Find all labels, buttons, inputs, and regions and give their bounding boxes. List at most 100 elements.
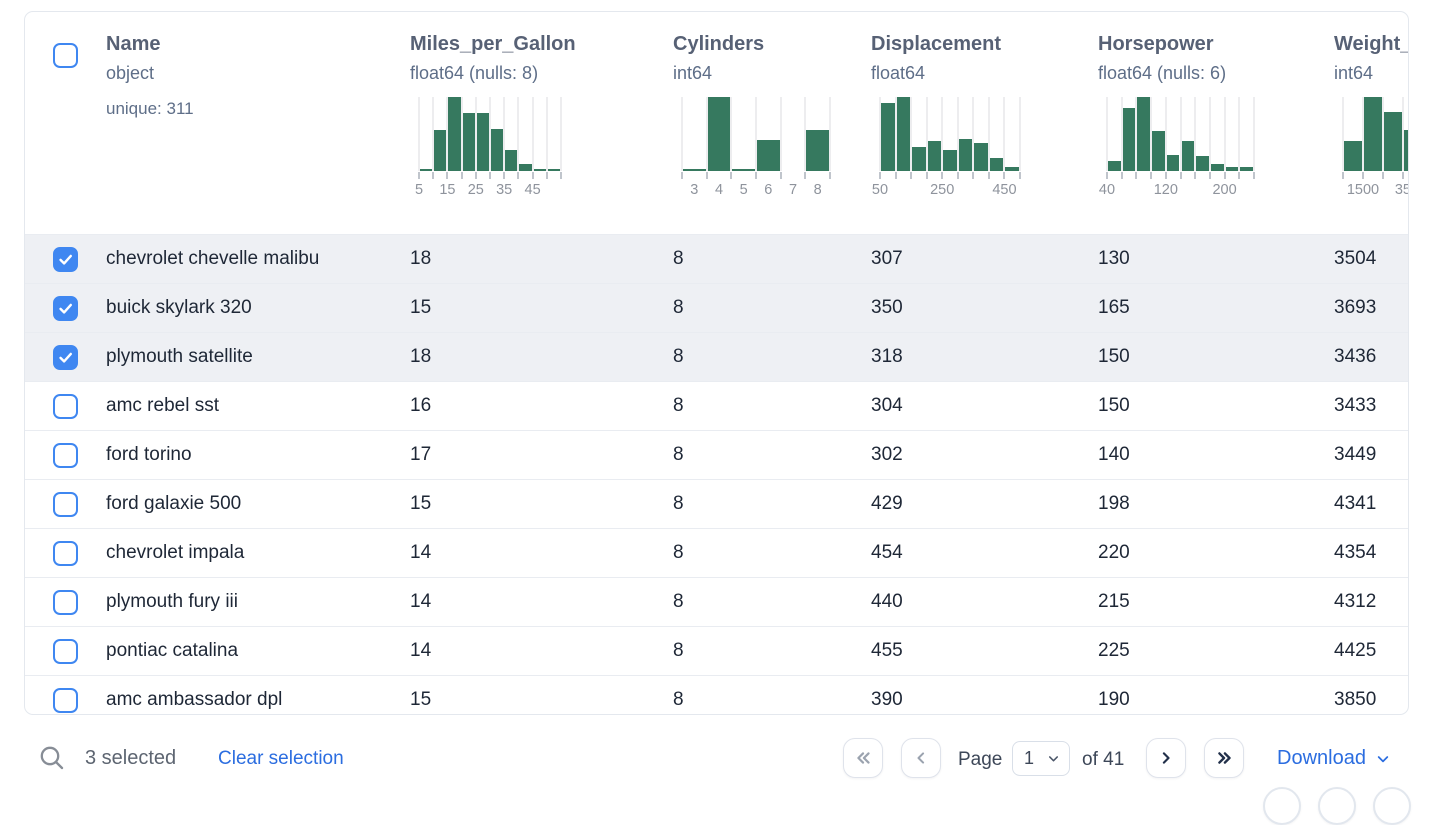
cell-hp: 130 bbox=[1098, 248, 1130, 269]
first-page-button[interactable] bbox=[843, 738, 883, 778]
cell-weight: 4425 bbox=[1334, 640, 1377, 661]
column-header-miles-per-gallon: Miles_per_Gallon float64 (nulls: 8) 5 15 2… bbox=[410, 12, 673, 234]
row-checkbox-cell bbox=[25, 344, 106, 370]
last-page-button[interactable] bbox=[1204, 738, 1244, 778]
cell-hp: 165 bbox=[1098, 297, 1130, 318]
cell-hp: 225 bbox=[1098, 640, 1130, 661]
axis-tick-label: 6 bbox=[764, 182, 773, 198]
select-all-checkbox[interactable] bbox=[53, 43, 78, 68]
cutoff-button bbox=[1373, 787, 1411, 825]
table-row: plymouth satellite 18 8 318 150 3436 bbox=[25, 332, 1408, 381]
row-checkbox[interactable] bbox=[53, 246, 78, 272]
axis-tick-label: 35 bbox=[496, 182, 513, 198]
cell-weight: 4354 bbox=[1334, 542, 1377, 563]
cell-hp: 220 bbox=[1098, 542, 1130, 563]
cell-hp: 150 bbox=[1098, 346, 1130, 367]
cell-cyl: 8 bbox=[673, 689, 684, 710]
row-checkbox[interactable] bbox=[53, 540, 78, 566]
row-checkbox[interactable] bbox=[53, 589, 78, 615]
column-dtype: int64 bbox=[673, 63, 713, 83]
search-icon[interactable] bbox=[38, 744, 66, 772]
histogram-miles-per-gallon: 5 15 25 35 45 bbox=[415, 97, 562, 198]
cell-disp: 440 bbox=[871, 591, 903, 612]
prev-page-button[interactable] bbox=[901, 738, 941, 778]
next-page-button[interactable] bbox=[1146, 738, 1186, 778]
axis-tick-label: 45 bbox=[524, 182, 541, 198]
column-unique-count: unique: 311 bbox=[106, 99, 194, 118]
axis-tick-label: 5 bbox=[414, 182, 424, 198]
table-row: ford galaxie 500 15 8 429 198 4341 bbox=[25, 479, 1408, 528]
axis-tick-label: 25 bbox=[467, 182, 484, 198]
page-label: Page bbox=[958, 749, 1003, 770]
row-checkbox[interactable] bbox=[53, 295, 78, 321]
axis-tick-label: 120 bbox=[1153, 182, 1178, 198]
table-row: amc ambassador dpl 15 8 390 190 3850 bbox=[25, 675, 1408, 714]
column-title: Weight_in_lbs bbox=[1334, 33, 1408, 55]
table-row: plymouth fury iii 14 8 440 215 4312 bbox=[25, 577, 1408, 626]
selected-count: 3 selected bbox=[85, 747, 177, 769]
cutoff-button bbox=[1263, 787, 1301, 825]
axis-tick-label: 1500 bbox=[1346, 182, 1380, 198]
table-row: chevrolet impala 14 8 454 220 4354 bbox=[25, 528, 1408, 577]
cell-name: chevrolet chevelle malibu bbox=[106, 248, 320, 269]
cell-hp: 150 bbox=[1098, 395, 1130, 416]
cell-hp: 140 bbox=[1098, 444, 1130, 465]
cell-mpg: 18 bbox=[410, 248, 432, 269]
axis-tick-label: 5 bbox=[739, 182, 748, 198]
axis-tick-label: 8 bbox=[813, 182, 822, 198]
page-select[interactable]: 1 bbox=[1012, 741, 1070, 776]
cell-mpg: 17 bbox=[410, 444, 432, 465]
header-checkbox-cell bbox=[25, 12, 106, 234]
column-header-displacement: Displacement float64 50 250 450 bbox=[871, 12, 1098, 234]
cell-disp: 304 bbox=[871, 395, 903, 416]
row-checkbox[interactable] bbox=[53, 687, 78, 713]
row-checkbox[interactable] bbox=[53, 344, 78, 370]
row-checkbox[interactable] bbox=[53, 442, 78, 468]
cell-name: amc ambassador dpl bbox=[106, 689, 283, 710]
clear-selection-link[interactable]: Clear selection bbox=[218, 748, 344, 769]
axis-tick-label: 15 bbox=[439, 182, 456, 198]
axis-tick-label: 40 bbox=[1098, 182, 1116, 198]
column-dtype: float64 (nulls: 8) bbox=[410, 63, 539, 83]
cell-disp: 350 bbox=[871, 297, 903, 318]
cell-weight: 3850 bbox=[1334, 689, 1377, 710]
cell-mpg: 15 bbox=[410, 297, 432, 318]
axis-tick-label: 7 bbox=[788, 182, 798, 198]
row-checkbox[interactable] bbox=[53, 393, 78, 419]
cell-mpg: 15 bbox=[410, 689, 432, 710]
cell-disp: 429 bbox=[871, 493, 903, 514]
column-title: Displacement bbox=[871, 33, 1002, 55]
data-table-card: Name object unique: 311 Miles_per_Gallon… bbox=[24, 11, 1409, 715]
download-button[interactable]: Download bbox=[1277, 747, 1391, 770]
cell-name: ford galaxie 500 bbox=[106, 493, 242, 514]
cell-hp: 215 bbox=[1098, 591, 1130, 612]
row-checkbox-cell bbox=[25, 442, 106, 468]
column-header-horsepower: Horsepower float64 (nulls: 6) 40 120 200 bbox=[1098, 12, 1334, 234]
cell-weight: 3693 bbox=[1334, 297, 1377, 318]
cell-mpg: 14 bbox=[410, 591, 432, 612]
row-checkbox[interactable] bbox=[53, 491, 78, 517]
cutoff-button bbox=[1318, 787, 1356, 825]
cell-name: plymouth fury iii bbox=[106, 591, 238, 612]
cell-hp: 198 bbox=[1098, 493, 1130, 514]
row-checkbox[interactable] bbox=[53, 638, 78, 664]
chevron-down-icon bbox=[1049, 756, 1058, 762]
cell-weight: 4341 bbox=[1334, 493, 1377, 514]
cell-mpg: 16 bbox=[410, 395, 432, 416]
chevrons-left-icon bbox=[857, 752, 870, 764]
histogram-weight: 1500 3500 bbox=[1342, 97, 1408, 198]
column-header-name: Name object unique: 311 bbox=[106, 12, 410, 234]
cell-cyl: 8 bbox=[673, 395, 684, 416]
cell-weight: 3436 bbox=[1334, 346, 1377, 367]
axis-tick-label: 50 bbox=[871, 182, 889, 198]
column-dtype: int64 bbox=[1334, 63, 1374, 83]
row-checkbox-cell bbox=[25, 491, 106, 517]
cell-name: chevrolet impala bbox=[106, 542, 245, 563]
cell-disp: 455 bbox=[871, 640, 903, 661]
cell-cyl: 8 bbox=[673, 248, 684, 269]
column-title: Horsepower bbox=[1098, 33, 1214, 55]
column-dtype: float64 bbox=[871, 63, 926, 83]
histogram-displacement: 50 250 450 bbox=[872, 97, 1021, 198]
